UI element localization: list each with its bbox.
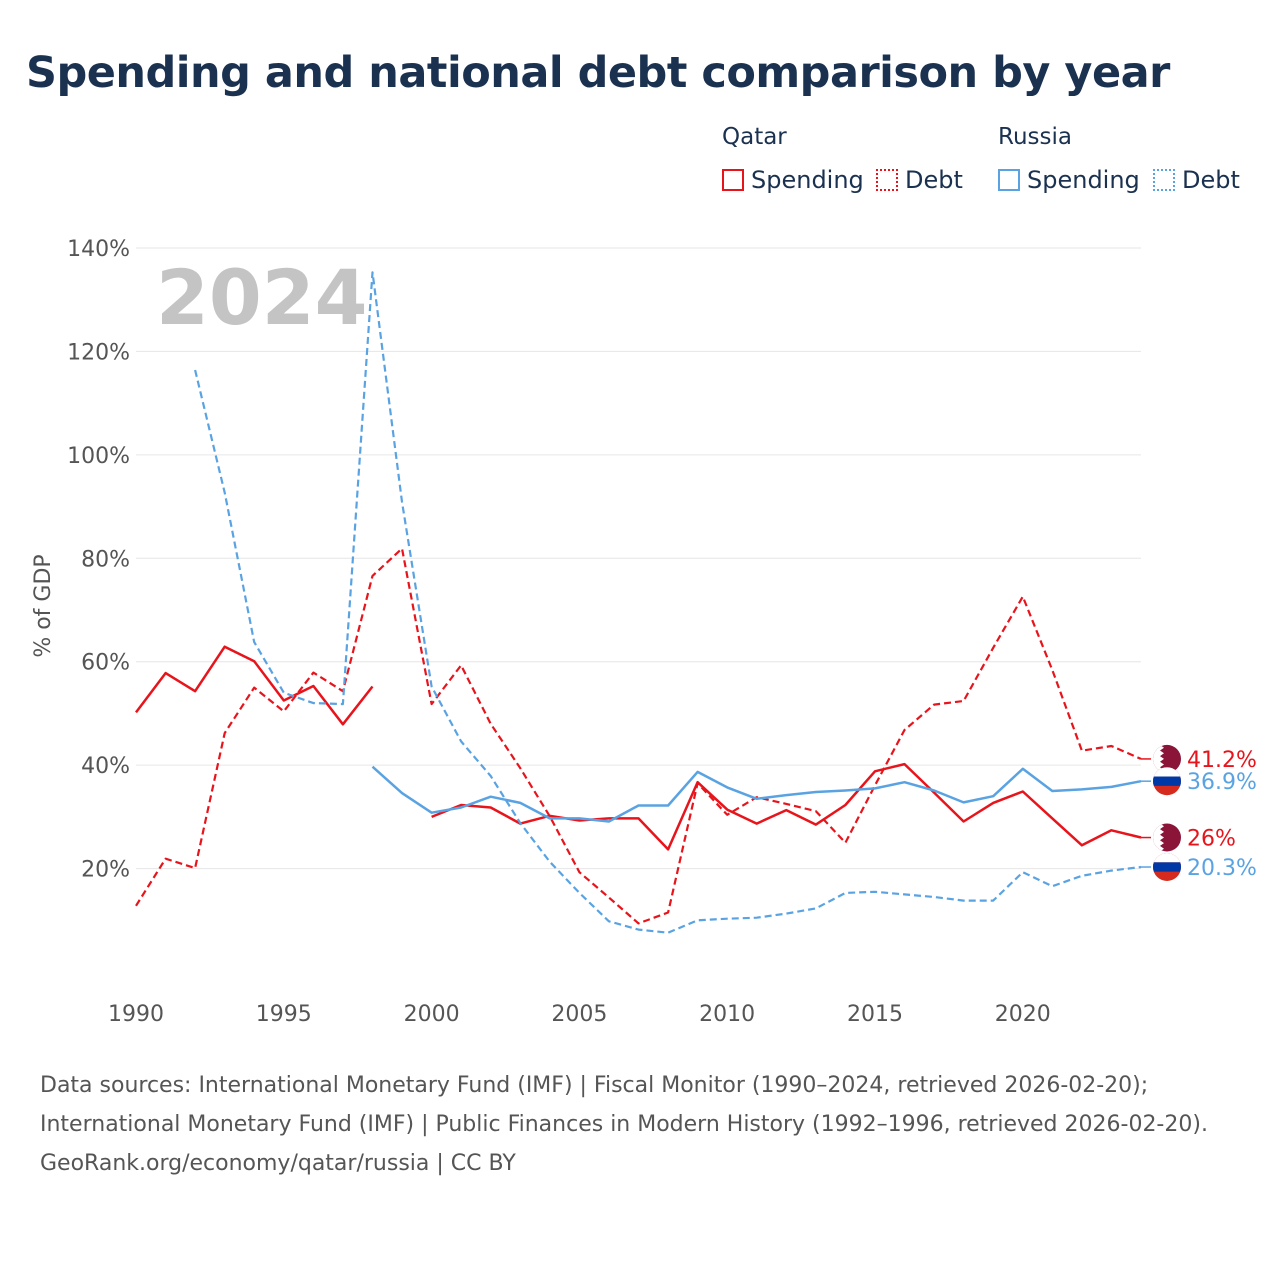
qatar-flag-icon [1153,744,1181,773]
russia-flag-icon [1153,767,1181,796]
end-value-label: 41.2% [1187,748,1257,773]
legend-label: Spending [1027,166,1140,194]
y-tick-label: 80% [81,547,130,572]
qatar-flag-icon [1153,823,1181,852]
legend-swatch-solid [998,169,1020,191]
series-line-qatar-spending [135,645,1142,851]
end-value-label: 36.9% [1187,770,1257,795]
x-tick-label: 2020 [995,1002,1051,1027]
end-value-label: 26% [1187,827,1236,852]
flag-white-serration [1153,744,1164,773]
legend-label: Spending [751,166,864,194]
y-tick-label: 140% [67,237,130,262]
footer: Data sources: International Monetary Fun… [40,1066,1240,1183]
y-tick-label: 20% [81,858,130,883]
source-line: Data sources: International Monetary Fun… [40,1066,1240,1144]
x-tick-label: 1995 [256,1002,312,1027]
x-tick-label: 2005 [551,1002,607,1027]
series-line-russia-debt [194,271,1142,934]
legend-item-russia-debt[interactable]: Debt [1153,166,1240,194]
y-tick-label: 100% [67,444,130,469]
legend-group-russia: Russia [998,124,1072,150]
legend-swatch-solid [722,169,744,191]
y-tick-label: 60% [81,651,130,676]
flag-white-serration [1153,823,1164,852]
end-value-label: 20.3% [1187,856,1257,881]
source-text-2: International Monetary Fund (IMF) | Publ… [40,1112,1208,1137]
x-tick-label: 2000 [404,1002,460,1027]
flag-blue-band [1153,776,1181,786]
flag-blue-band [1153,862,1181,872]
year-watermark: 2024 [156,253,368,342]
line-chart: 2024 20% 40% 60% 80% 100% 120% 140% 1990 1995 20… [31,237,1257,1027]
legend-label: Debt [1182,166,1240,194]
x-tick-label: 2015 [847,1002,903,1027]
y-tick-label: 120% [67,340,130,365]
legend-label: Debt [905,166,963,194]
legend-swatch-dotted [1153,169,1175,191]
series-line-qatar-debt [135,547,1142,925]
legend-group-qatar: Qatar [722,124,787,150]
legend-item-qatar-spending[interactable]: Spending [722,166,864,194]
legend-swatch-dotted [876,169,898,191]
source-text-1: Data sources: International Monetary Fun… [40,1073,1149,1098]
credit-line[interactable]: GeoRank.org/economy/qatar/russia | CC BY [40,1151,516,1176]
legend-item-qatar-debt[interactable]: Debt [876,166,963,194]
y-tick-label: 40% [81,754,130,779]
x-tick-label: 2010 [699,1002,755,1027]
flag-white-band [1153,767,1181,777]
chart-title: Spending and national debt comparison by… [26,48,1170,98]
series-line-russia-spending [371,765,1142,823]
legend-item-russia-spending[interactable]: Spending [998,166,1140,194]
flag-white-band [1153,853,1181,863]
x-tick-label: 1990 [108,1002,164,1027]
russia-flag-icon [1153,853,1181,881]
y-axis-label: % of GDP [31,554,56,657]
